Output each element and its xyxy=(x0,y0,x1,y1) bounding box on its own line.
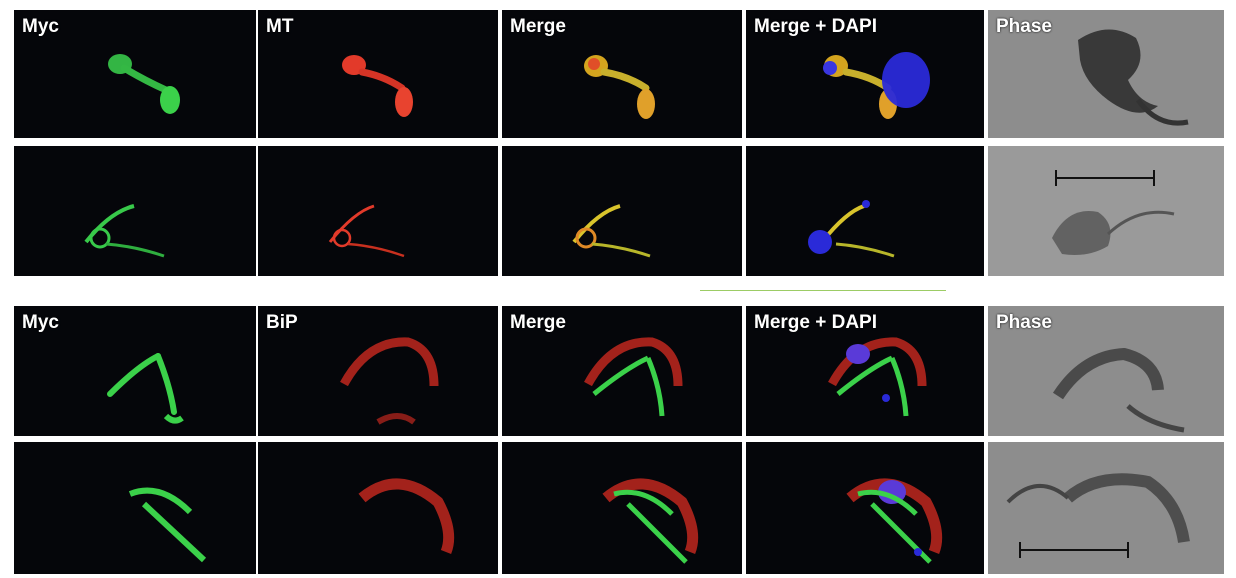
panel-top-r2-phase xyxy=(988,146,1224,276)
merge-dapi-signal-image xyxy=(828,337,927,417)
panel-label-phase: Phase xyxy=(996,16,1052,37)
phase-contrast-image xyxy=(1078,29,1189,126)
panel-label-merge-dapi: Merge + DAPI xyxy=(754,16,878,37)
merge-signal-image xyxy=(572,204,651,258)
merge-signal-image xyxy=(602,478,699,564)
divider-line xyxy=(700,290,946,291)
panel-bottom-r2-bip xyxy=(258,442,498,574)
panel-top-r1-merge: Merge xyxy=(502,10,742,138)
merge-dapi-signal-image xyxy=(808,200,895,258)
myc-signal-image xyxy=(84,204,165,258)
panel-label-merge: Merge xyxy=(510,16,566,37)
panel-bottom-r1-phase: Phase xyxy=(988,306,1224,436)
panel-label-myc: Myc xyxy=(22,16,59,37)
panel-bottom-r2-merge-dapi xyxy=(746,442,984,574)
panel-label-myc: Myc xyxy=(22,312,59,333)
phase-contrast-image xyxy=(1006,473,1190,558)
merge-signal-image xyxy=(584,337,683,417)
merge-dapi-signal-image xyxy=(823,52,930,119)
merge-dapi-signal-image xyxy=(846,478,943,564)
panel-bottom-r1-bip: BiP xyxy=(258,306,498,436)
panel-label-merge-dapi: Merge + DAPI xyxy=(754,312,878,333)
panel-label-phase: Phase xyxy=(996,312,1052,333)
bip-signal-image xyxy=(358,478,455,555)
panel-bottom-r1-merge: Merge xyxy=(502,306,742,436)
panel-bottom-r1-myc: Myc xyxy=(14,306,256,436)
panel-bottom-r2-phase xyxy=(988,442,1224,574)
panel-label-mt: MT xyxy=(266,16,294,37)
myc-signal-image xyxy=(107,353,184,424)
bip-signal-image xyxy=(340,337,439,425)
panel-label-bip: BiP xyxy=(266,312,298,333)
panel-bottom-r1-merge-dapi: Merge + DAPI xyxy=(746,306,984,436)
panel-bottom-r2-myc xyxy=(14,442,256,574)
panel-top-r2-mt xyxy=(258,146,498,276)
panel-top-r1-myc: Myc xyxy=(14,10,256,138)
phase-contrast-image xyxy=(1052,347,1185,433)
panel-top-r2-merge xyxy=(502,146,742,276)
panel-top-r2-myc xyxy=(14,146,256,276)
myc-signal-image xyxy=(128,487,207,563)
myc-signal-image xyxy=(108,54,180,114)
phase-contrast-image xyxy=(1052,170,1175,255)
panel-top-r2-merge-dapi xyxy=(746,146,984,276)
merge-signal-image xyxy=(584,55,655,119)
mt-signal-image xyxy=(342,55,413,117)
panel-top-r1-mt: MT xyxy=(258,10,498,138)
panel-bottom-r2-merge xyxy=(502,442,742,574)
panel-label-merge: Merge xyxy=(510,312,566,333)
panel-top-r1-merge-dapi: Merge + DAPI xyxy=(746,10,984,138)
panel-top-r1-phase: Phase xyxy=(988,10,1224,138)
mt-signal-image xyxy=(328,204,405,258)
